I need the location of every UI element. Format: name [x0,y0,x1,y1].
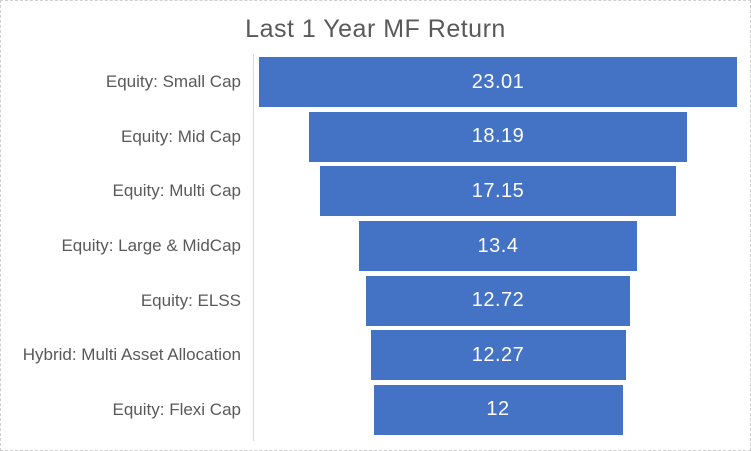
funnel-bar: 12.72 [366,275,630,326]
bar-area: 12 [253,384,743,435]
bar-value-label: 12.72 [471,289,525,312]
chart-row: Equity: Multi Cap 17.15 [1,164,750,219]
category-label: Equity: Flexi Cap [112,399,242,419]
category-label: Equity: Small Cap [105,72,241,92]
funnel-bar: 17.15 [320,166,676,217]
bar-value-label: 17.15 [471,179,525,202]
bar-value-label: 13.4 [477,234,519,257]
category-label: Hybrid: Multi Asset Allocation [22,345,241,365]
chart-row: Hybrid: Multi Asset Allocation 12.27 [1,328,750,383]
bar-value-label: 12.27 [471,343,525,366]
bar-area: 23.01 [253,57,743,108]
chart-row: Equity: Flexi Cap 12 [1,383,750,438]
funnel-bar: 23.01 [259,57,737,108]
bar-area: 17.15 [253,166,743,217]
bar-value-label: 12 [486,398,510,421]
bar-area: 12.72 [253,275,743,326]
chart-row: Equity: Mid Cap 18.19 [1,110,750,165]
bar-area: 13.4 [253,221,743,272]
chart-row: Equity: ELSS 12.72 [1,273,750,328]
vertical-axis-line [253,54,254,441]
funnel-bar: 12.27 [370,330,626,381]
category-label: Equity: Multi Cap [112,181,242,201]
funnel-rows: Equity: Small Cap 23.01 Equity: Mid Cap … [1,55,750,437]
bar-area: 18.19 [253,111,743,162]
funnel-bar: 12 [373,384,623,435]
category-label: Equity: ELSS [140,290,241,310]
funnel-bar: 13.4 [359,221,637,272]
chart-row: Equity: Small Cap 23.01 [1,55,750,110]
bar-area: 12.27 [253,330,743,381]
bar-value-label: 23.01 [471,70,525,93]
chart-row: Equity: Large & MidCap 13.4 [1,219,750,274]
chart-title: Last 1 Year MF Return [245,15,506,43]
funnel-bar: 18.19 [309,111,687,162]
category-label: Equity: Large & MidCap [61,236,241,256]
bar-value-label: 18.19 [471,125,525,148]
category-label: Equity: Mid Cap [121,126,241,146]
